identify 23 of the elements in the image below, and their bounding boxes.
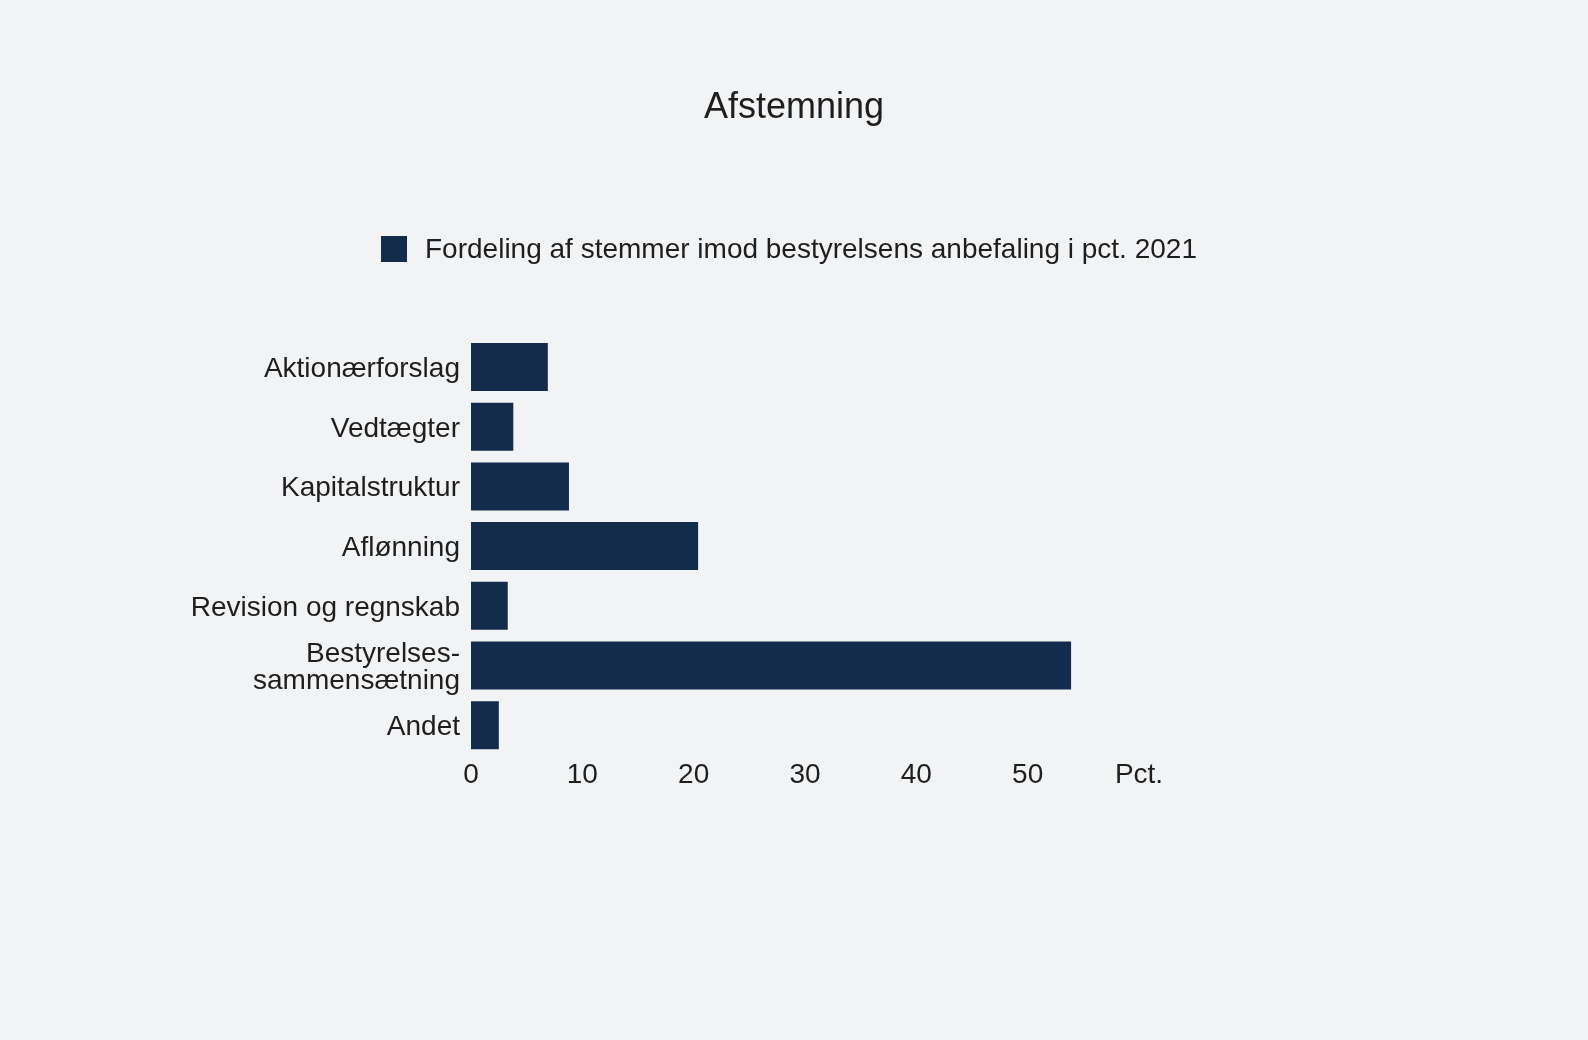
- bar: [471, 581, 508, 630]
- x-tick-label: 50: [1012, 757, 1044, 789]
- bar: [471, 701, 499, 750]
- bar: [471, 402, 514, 451]
- y-tick-label: Kapitalstruktur: [281, 470, 460, 502]
- bar: [471, 342, 548, 391]
- x-tick-label: 10: [566, 757, 598, 789]
- bar: [471, 522, 699, 571]
- y-tick-label: Bestyrelses-sammensætning: [253, 636, 460, 695]
- y-tick-label: Andet: [386, 709, 461, 741]
- x-tick-label: 0: [463, 757, 479, 789]
- y-tick-label: Aktionærforslag: [263, 351, 460, 383]
- y-tick-label: Revision og regnskab: [190, 590, 460, 622]
- x-tick-label: 40: [900, 757, 932, 789]
- chart-title: Afstemning: [702, 84, 886, 128]
- x-tick-label: 20: [678, 757, 710, 789]
- legend-label: Fordeling af stemmer imod bestyrelsens anbefaling i pct. 2021: [425, 232, 1197, 264]
- x-tick-label: 30: [789, 757, 821, 789]
- bar: [471, 462, 569, 511]
- y-tick-label: Aflønning: [341, 530, 460, 562]
- bar: [471, 641, 1072, 690]
- y-tick-label: Vedtægter: [330, 411, 460, 443]
- x-tick-label: Pct.: [1114, 757, 1164, 789]
